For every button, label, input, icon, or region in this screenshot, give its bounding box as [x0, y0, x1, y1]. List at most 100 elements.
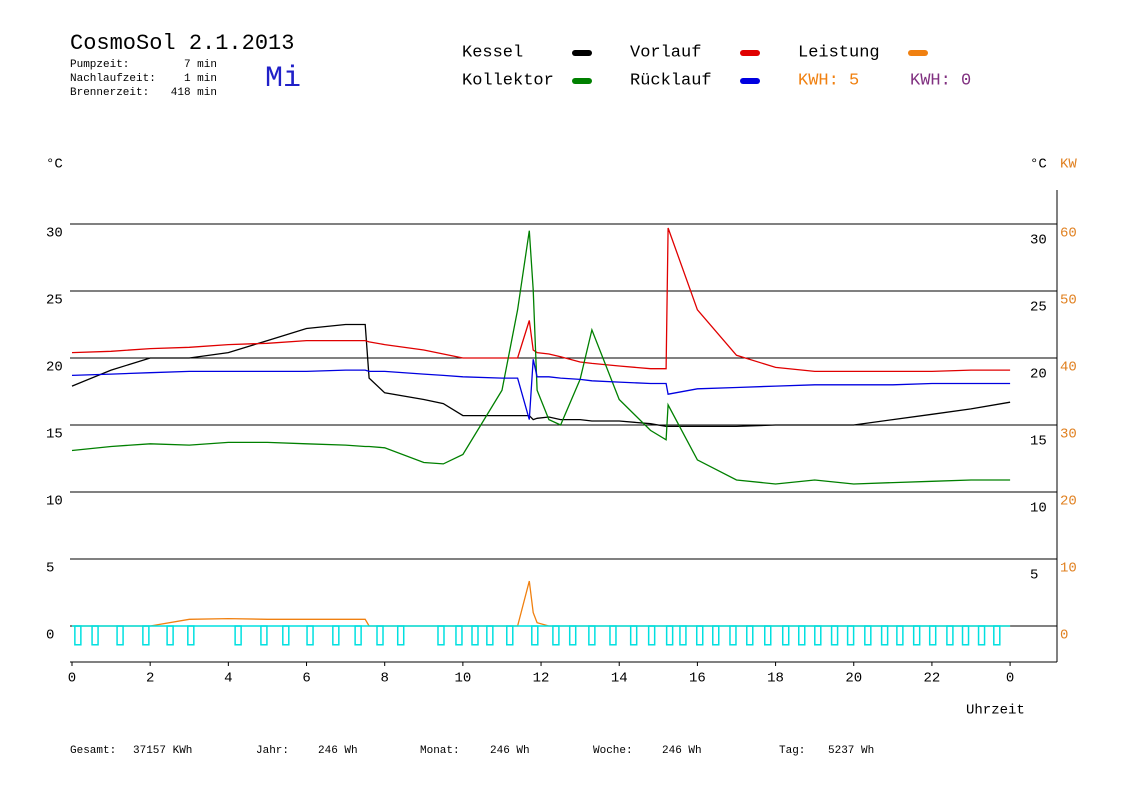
- pump-pulse: [455, 625, 463, 646]
- pump-pulse: [764, 625, 772, 646]
- total-value: 246 Wh: [490, 745, 530, 757]
- pump-pulse: [695, 625, 704, 646]
- y2-tick-label: 0: [1060, 628, 1068, 644]
- pump-pulse: [486, 625, 494, 646]
- y-right-tick-label: 20: [1030, 367, 1047, 383]
- pump-pulse: [116, 625, 124, 646]
- total-value: 246 Wh: [318, 745, 358, 757]
- total-value: 5237 Wh: [828, 745, 874, 757]
- pump-pulse: [588, 625, 596, 646]
- total-value: 37157 KWh: [133, 745, 192, 757]
- pump-pulse: [993, 625, 1001, 646]
- x-tick-label: 18: [767, 671, 784, 687]
- total-label: Jahr:: [256, 745, 289, 757]
- pump-pulse: [376, 625, 384, 646]
- stat-value: 1 min: [184, 73, 217, 85]
- series-line: [71, 230, 1011, 485]
- y2-unit: KW: [1060, 157, 1077, 173]
- pump-pulse: [912, 625, 921, 646]
- y-tick-label: 20: [46, 360, 63, 376]
- x-tick-label: 4: [224, 671, 232, 687]
- pump-pulse: [896, 625, 904, 646]
- pump-pulse: [74, 625, 82, 646]
- y-tick-label: 0: [46, 628, 54, 644]
- stat-value: 418 min: [171, 87, 217, 99]
- pump-pulse: [354, 625, 362, 646]
- pump-pulse: [552, 625, 560, 646]
- x-tick-label: 14: [611, 671, 628, 687]
- y-right-tick-label: 30: [1030, 233, 1047, 249]
- pump-pulse: [260, 625, 268, 646]
- legend-label: Vorlauf: [630, 43, 701, 62]
- pump-pulse: [609, 625, 617, 646]
- x-tick-label: 10: [454, 671, 471, 687]
- y-unit: °C: [46, 157, 63, 173]
- y2-tick-label: 60: [1060, 226, 1077, 242]
- total-label: Monat:: [420, 745, 460, 757]
- pump-pulse: [712, 625, 720, 646]
- x-tick-label: 0: [1006, 671, 1014, 687]
- pump-pulse: [91, 625, 99, 646]
- pump-pulse: [665, 625, 674, 646]
- stat-value: 7 min: [184, 59, 217, 71]
- pump-pulse: [531, 625, 539, 646]
- pump-pulse: [647, 625, 656, 646]
- pump-pulse: [306, 625, 314, 646]
- pump-pulse: [946, 625, 954, 646]
- total-label: Gesamt:: [70, 745, 116, 757]
- pump-pulse: [864, 625, 872, 646]
- pump-pulse: [437, 625, 445, 646]
- y-right-tick-label: 15: [1030, 434, 1047, 450]
- pump-pulse: [830, 625, 839, 646]
- y-right-tick-label: 25: [1030, 300, 1047, 316]
- x-tick-label: 2: [146, 671, 154, 687]
- y-tick-label: 30: [46, 226, 63, 242]
- series-line: [71, 323, 1011, 428]
- pump-pulse: [928, 625, 937, 646]
- pump-pulse: [142, 625, 150, 646]
- pump-pulse: [977, 625, 986, 646]
- legend-label: Rücklauf: [630, 71, 712, 90]
- pump-pulse: [506, 625, 514, 646]
- y2-tick-label: 10: [1060, 561, 1077, 577]
- x-tick-label: 16: [689, 671, 706, 687]
- y-tick-label: 15: [46, 427, 63, 443]
- pump-pulse: [729, 625, 737, 646]
- pump-pulse: [880, 625, 889, 646]
- series-line: [72, 580, 1011, 627]
- pump-pulse: [679, 625, 687, 646]
- pump-pulse: [568, 625, 577, 646]
- pump-pulse: [187, 625, 195, 646]
- x-tick-label: 20: [845, 671, 862, 687]
- total-value: 246 Wh: [662, 745, 702, 757]
- stat-label: Pumpzeit:: [70, 59, 129, 71]
- kwh-label: KWH: 0: [910, 71, 971, 90]
- pump-pulse: [846, 625, 855, 646]
- series-line: [71, 359, 1011, 420]
- pump-pulse: [471, 625, 479, 646]
- pump-pulse: [282, 625, 290, 646]
- y-right-unit: °C: [1030, 157, 1047, 173]
- pump-pulse: [781, 625, 790, 646]
- y-right-tick-label: 5: [1030, 568, 1038, 584]
- pump-pulse: [396, 625, 405, 646]
- x-tick-label: 0: [68, 671, 76, 687]
- total-label: Woche:: [593, 745, 633, 757]
- series-line: [71, 227, 1011, 373]
- stat-label: Brennerzeit:: [70, 87, 149, 99]
- legend-label: Kollektor: [462, 71, 554, 90]
- pump-pulse: [629, 625, 638, 646]
- pump-pulse: [166, 625, 174, 646]
- pump-pulse: [798, 625, 806, 646]
- y2-tick-label: 50: [1060, 293, 1077, 309]
- y2-tick-label: 40: [1060, 360, 1077, 376]
- legend-label: Leistung: [798, 43, 880, 62]
- chart-title: CosmoSol 2.1.2013: [70, 31, 294, 56]
- y2-tick-label: 30: [1060, 427, 1077, 443]
- x-tick-label: 22: [924, 671, 941, 687]
- stat-label: Nachlaufzeit:: [70, 73, 156, 85]
- kwh-label: KWH: 5: [798, 71, 859, 90]
- pump-pulse: [332, 625, 340, 646]
- y-tick-label: 10: [46, 494, 63, 510]
- total-label: Tag:: [779, 745, 805, 757]
